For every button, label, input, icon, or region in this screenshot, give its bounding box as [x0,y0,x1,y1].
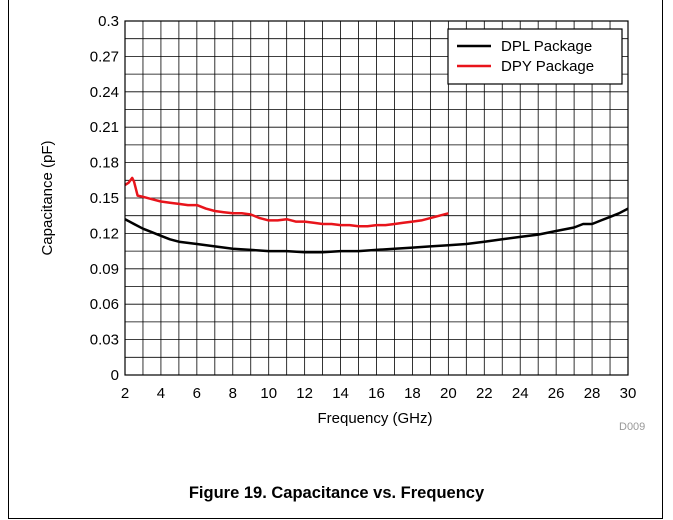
x-tick-labels: 2 4 6 8 10 12 14 16 18 20 22 24 26 28 30 [121,385,637,402]
plot-border [124,20,629,376]
x-tick-label: 18 [404,385,421,402]
y-tick-label: 0.15 [90,190,119,207]
series-line-dpy-package [124,176,449,228]
y-tick-labels: 0 0.03 0.06 0.09 0.12 0.15 0.18 0.21 0.24 0.27 0.3 [90,13,119,384]
capacitance-chart: 2 4 6 8 10 12 14 16 18 20 22 24 26 28 30 00.030.060.09… [39,13,637,427]
legend: DPL Package DPY Package [447,28,623,85]
x-axis-label: Frequency (GHz) [317,410,432,427]
x-tick-label: 12 [296,385,313,402]
y-tick-label: 0.18 [90,155,119,172]
figure-caption: Figure 19. Capacitance vs. Frequency [188,484,485,502]
y-tick-label: 0.21 [90,119,119,136]
x-tick-label: 8 [229,385,237,402]
x-tick-label: 26 [548,385,565,402]
series-lines [124,176,629,254]
document-code: D009 [619,421,646,433]
figure-frame [8,0,663,519]
y-tick-label: 0.03 [90,332,119,349]
legend-label-dpy: DPY Package [501,58,594,75]
legend-label-dpl: DPL Package [501,38,592,55]
y-tick-label: 0.12 [90,225,119,242]
x-tick-label: 24 [512,385,529,402]
y-tick-label: 0.24 [90,84,119,101]
series-line-dpl-package [124,207,629,254]
legend-box [447,28,623,85]
y-tick-label: 0.27 [90,48,119,65]
x-tick-label: 20 [440,385,457,402]
x-tick-label: 14 [332,385,349,402]
x-tick-label: 28 [584,385,601,402]
x-tick-label: 30 [620,385,637,402]
x-tick-label: 22 [476,385,493,402]
y-tick-label: 0.09 [90,261,119,278]
x-tick-label: 4 [157,385,165,402]
y-tick-label: 0.06 [90,296,119,313]
x-tick-label: 16 [368,385,385,402]
y-tick-label: 0 [111,367,119,384]
y-axis-label: Capacitance (pF) [39,140,56,255]
y-tick-label: 0.3 [98,13,119,30]
x-tick-label: 10 [260,385,277,402]
x-tick-label: 6 [193,385,201,402]
x-tick-label: 2 [121,385,129,402]
